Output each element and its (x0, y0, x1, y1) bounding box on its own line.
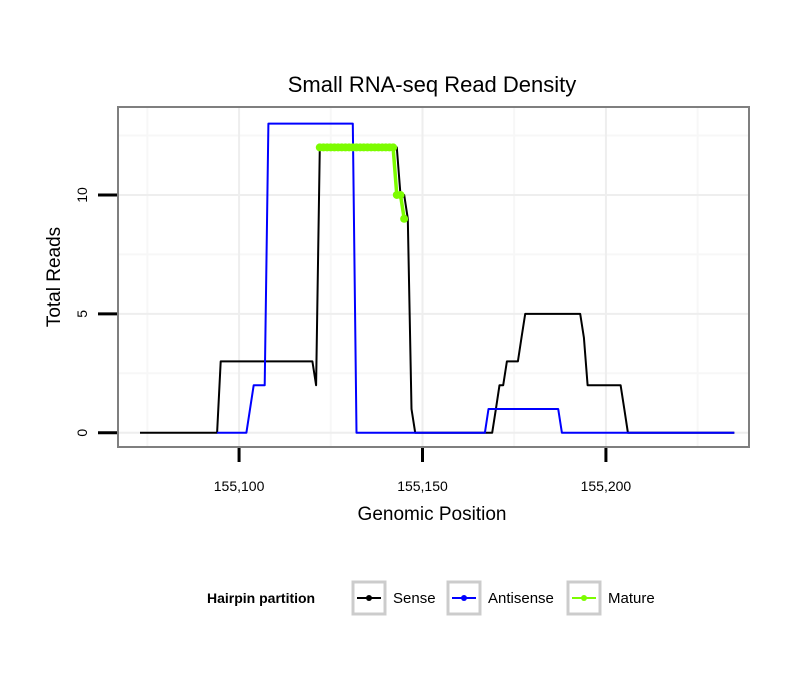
mature-point (396, 190, 405, 199)
legend-label: Sense (393, 590, 436, 607)
legend-label: Antisense (488, 590, 554, 607)
mature-point (389, 143, 398, 152)
y-tick-label: 10 (74, 187, 90, 203)
chart-title: Small RNA-seq Read Density (288, 72, 577, 97)
x-tick-label: 155,150 (397, 478, 448, 494)
legend-key-point (366, 595, 372, 601)
x-axis-title: Genomic Position (358, 504, 507, 525)
y-tick-label: 5 (74, 310, 90, 318)
x-tick-label: 155,100 (214, 478, 265, 494)
legend-key-point (461, 595, 467, 601)
y-tick-label: 0 (74, 429, 90, 437)
series-layer (140, 122, 735, 434)
legend: Hairpin partition Sense Antisense Mature (207, 580, 655, 616)
x-tick-label: 155,200 (581, 478, 632, 494)
legend-item-antisense: Antisense (446, 580, 554, 616)
mature-point (400, 214, 409, 223)
plot-panel (118, 107, 749, 447)
legend-item-mature: Mature (566, 580, 655, 616)
series-line-antisense (217, 122, 735, 434)
legend-key-point (581, 595, 587, 601)
legend-item-sense: Sense (351, 580, 436, 616)
legend-label: Mature (608, 590, 655, 607)
x-axis: 155,100 155,150 155,200 (214, 448, 632, 494)
y-axis: 0 5 10 (74, 187, 117, 437)
legend-title: Hairpin partition (207, 590, 315, 606)
plot-border (117, 106, 750, 448)
y-axis-title: Total Reads (44, 227, 65, 327)
